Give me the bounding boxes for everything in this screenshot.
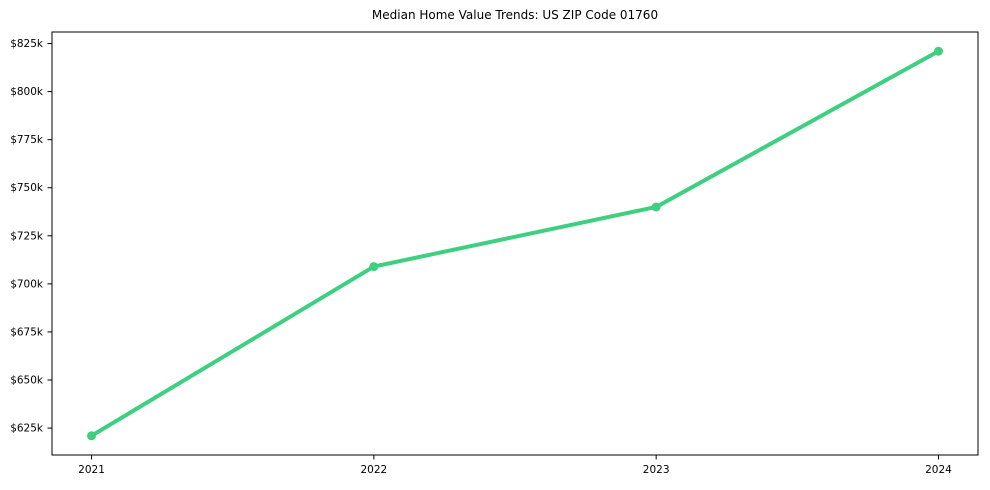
data-point-2023 — [651, 202, 661, 212]
y-tick-label: $725k — [10, 230, 44, 242]
y-tick-label: $700k — [10, 278, 44, 290]
data-point-2021 — [87, 431, 97, 441]
x-tick-label: 2021 — [78, 464, 105, 476]
plot-area-spines — [51, 31, 979, 456]
y-tick-label: $625k — [10, 423, 44, 435]
y-tick-label: $825k — [10, 38, 44, 50]
x-tick-label: 2024 — [925, 464, 952, 476]
y-tick-label: $650k — [10, 375, 44, 387]
x-tick-label: 2023 — [643, 464, 670, 476]
y-tick-label: $775k — [10, 134, 44, 146]
x-tick-label: 2022 — [360, 464, 387, 476]
y-tick-label: $750k — [10, 182, 44, 194]
chart-title: Median Home Value Trends: US ZIP Code 01… — [371, 8, 659, 22]
data-point-2024 — [933, 46, 943, 56]
y-tick-label: $800k — [10, 86, 44, 98]
data-point-2022 — [369, 262, 379, 272]
y-tick-label: $675k — [10, 326, 44, 338]
trend-line — [89, 49, 941, 438]
